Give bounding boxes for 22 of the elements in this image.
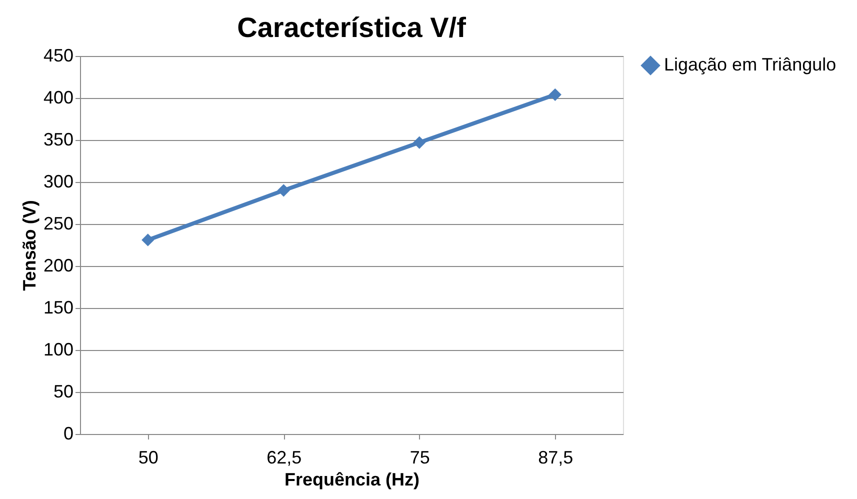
chart-title: Característica V/f xyxy=(237,12,467,43)
y-axis-title: Tensão (V) xyxy=(19,200,40,291)
x-tick-label: 75 xyxy=(410,448,430,468)
y-tick-label: 200 xyxy=(43,256,74,276)
x-tick-label: 62,5 xyxy=(266,448,302,468)
y-tick-label: 350 xyxy=(43,130,74,150)
y-tick-label: 250 xyxy=(43,214,74,234)
point xyxy=(277,184,290,197)
y-tick-label: 0 xyxy=(63,424,74,444)
x-axis-title: Frequência (Hz) xyxy=(284,470,420,490)
y-tick-label: 50 xyxy=(53,382,74,402)
y-tick-label: 100 xyxy=(43,340,74,360)
legend-label: Ligação em Triângulo xyxy=(664,54,836,74)
y-tick-label: 400 xyxy=(43,88,74,108)
y-tick-label: 450 xyxy=(43,46,74,66)
y-tick-label: 150 xyxy=(43,298,74,318)
point xyxy=(142,234,154,246)
point xyxy=(413,136,426,149)
point xyxy=(548,88,562,101)
x-tick-label: 50 xyxy=(138,448,158,468)
y-tick-label: 300 xyxy=(43,172,74,192)
x-tick-label: 87,5 xyxy=(538,448,574,468)
